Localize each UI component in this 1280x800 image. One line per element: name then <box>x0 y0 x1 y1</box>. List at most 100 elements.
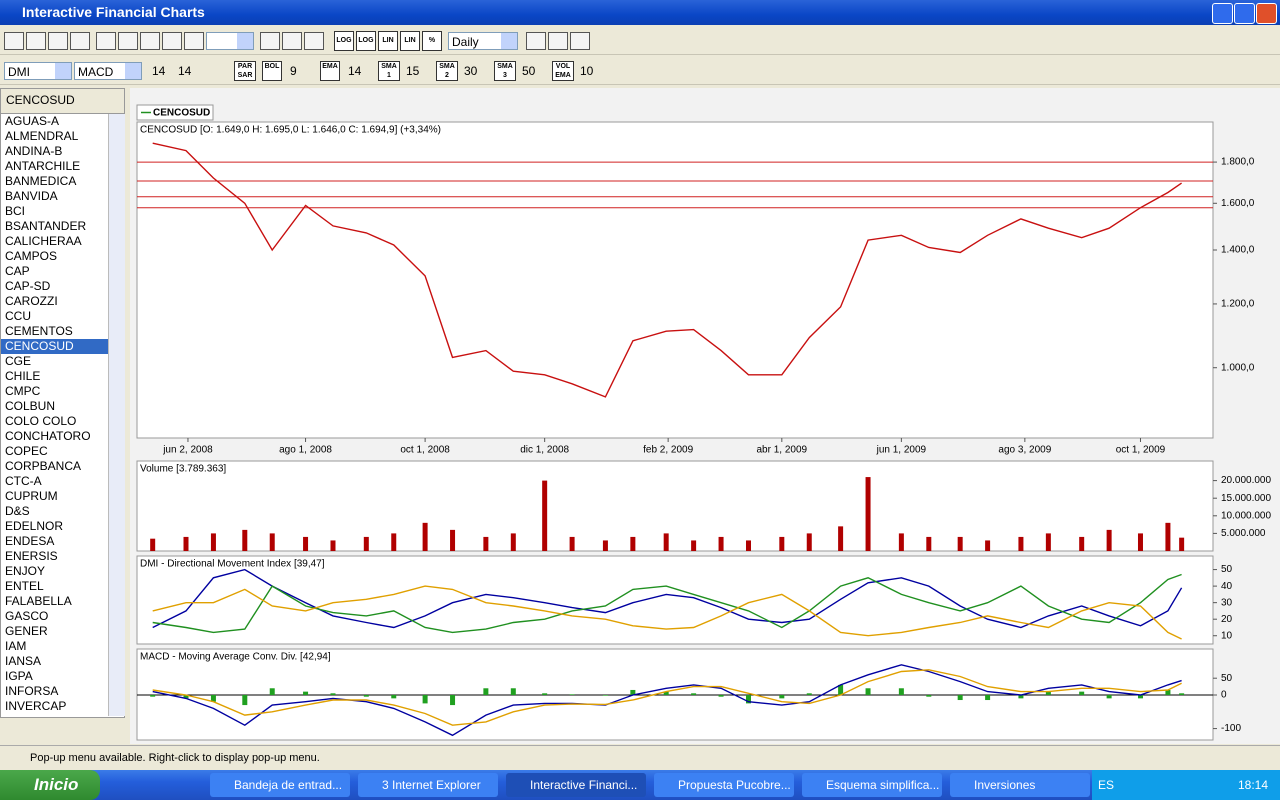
scale-button[interactable]: LIN <box>378 31 398 51</box>
symbol-item[interactable]: CEMENTOS <box>5 324 73 338</box>
tool-icon[interactable] <box>70 32 90 50</box>
symbol-item[interactable]: CCU <box>5 309 31 323</box>
symbol-item[interactable]: COLO COLO <box>5 414 77 428</box>
symbol-item[interactable]: EDELNOR <box>5 519 64 533</box>
symbol-item[interactable]: CMPC <box>5 384 41 398</box>
bar <box>691 540 697 551</box>
task-button[interactable]: Bandeja de entrad... <box>210 773 350 797</box>
bar <box>242 529 248 551</box>
bar <box>926 694 932 697</box>
bar <box>865 688 871 695</box>
start-button[interactable]: Inicio <box>0 770 100 800</box>
scale-button[interactable]: LOG <box>334 31 354 51</box>
period-select[interactable]: Daily <box>448 32 518 50</box>
symbol-item[interactable]: ENJOY <box>5 564 46 578</box>
average-button[interactable]: SMA 3 <box>494 61 516 81</box>
scrollbar[interactable] <box>108 114 125 716</box>
symbol-item[interactable]: CAROZZI <box>5 294 58 308</box>
symbol-item[interactable]: CENCOSUD <box>1 339 108 354</box>
x-tick-label: abr 1, 2009 <box>757 445 808 456</box>
average-button[interactable]: VOL EMA <box>552 61 574 81</box>
symbol-item[interactable]: INFORSA <box>5 684 59 698</box>
indicator-select[interactable]: MACD <box>74 62 142 80</box>
average-button[interactable]: EMA <box>320 61 340 81</box>
task-button[interactable]: Inversiones <box>950 773 1090 797</box>
symbol-item[interactable]: ANTARCHILE <box>5 159 81 173</box>
indicator-select[interactable]: DMI <box>4 62 72 80</box>
task-button[interactable]: Esquema simplifica... <box>802 773 942 797</box>
symbol-header: CENCOSUD <box>1 89 124 114</box>
series-line <box>152 568 1183 629</box>
symbol-item[interactable]: COPEC <box>5 444 48 458</box>
minimize-button[interactable] <box>1212 3 1233 24</box>
symbol-item[interactable]: ANDINA-B <box>5 144 63 158</box>
tool-icon[interactable] <box>140 32 160 50</box>
symbol-item[interactable]: BANVIDA <box>5 189 58 203</box>
symbol-item[interactable]: CHILE <box>5 369 41 383</box>
tool-icon[interactable] <box>4 32 24 50</box>
status-bar: Pop-up menu available. Right-click to di… <box>0 745 1280 771</box>
tool-icon[interactable] <box>118 32 138 50</box>
bar <box>1106 694 1112 699</box>
symbol-item[interactable]: BCI <box>5 204 26 218</box>
symbol-item[interactable]: ENTEL <box>5 579 44 593</box>
scale-button[interactable]: % <box>422 31 442 51</box>
bar <box>926 536 932 551</box>
symbol-item[interactable]: CGE <box>5 354 32 368</box>
symbol-item[interactable]: ENDESA <box>5 534 55 548</box>
tool-icon[interactable] <box>162 32 182 50</box>
symbol-item[interactable]: CAP <box>5 264 30 278</box>
symbol-item[interactable]: CALICHERAA <box>5 234 82 248</box>
zoom-select[interactable] <box>206 32 254 50</box>
symbol-item[interactable]: CAMPOS <box>5 249 58 263</box>
symbol-item[interactable]: IAM <box>5 639 27 653</box>
task-button[interactable]: Interactive Financi... <box>506 773 646 797</box>
symbol-item[interactable]: INVERCAP <box>5 699 67 713</box>
task-button[interactable]: 3 Internet Explorer <box>358 773 498 797</box>
average-button[interactable]: SMA 1 <box>378 61 400 81</box>
symbol-item[interactable]: IANSA <box>5 654 42 668</box>
tool-icon[interactable] <box>526 32 546 50</box>
symbol-item[interactable]: CTC-A <box>5 474 42 488</box>
symbol-item[interactable]: ALMENDRAL <box>5 129 79 143</box>
symbol-item[interactable]: FALABELLA <box>5 594 72 608</box>
y-tick-label: 20.000.000 <box>1221 475 1271 486</box>
symbol-item[interactable]: ENERSIS <box>5 549 58 563</box>
average-param: 14 <box>348 64 362 78</box>
close-button[interactable] <box>1256 3 1277 24</box>
symbol-item[interactable]: AGUAS-A <box>5 114 60 128</box>
symbol-item[interactable]: GENER <box>5 624 48 638</box>
scale-button[interactable]: LIN <box>400 31 420 51</box>
symbol-item[interactable]: CONCHATORO <box>5 429 91 443</box>
symbol-item[interactable]: BSANTANDER <box>5 219 87 233</box>
symbol-item[interactable]: COLBUN <box>5 399 56 413</box>
scale-button[interactable]: LOG <box>356 31 376 51</box>
tool-icon[interactable] <box>26 32 46 50</box>
symbol-item[interactable]: CUPRUM <box>5 489 58 503</box>
average-param: 50 <box>522 64 536 78</box>
task-button[interactable]: Propuesta Pucobre... <box>654 773 794 797</box>
symbol-item[interactable]: CORPBANCA <box>5 459 82 473</box>
symbol-item[interactable]: GASCO <box>5 609 49 623</box>
tool-icon[interactable] <box>304 32 324 50</box>
average-button[interactable]: SMA 2 <box>436 61 458 81</box>
symbol-item[interactable]: BANMEDICA <box>5 174 77 188</box>
bar <box>957 536 963 551</box>
tool-icon[interactable] <box>282 32 302 50</box>
symbol-item[interactable]: CAP-SD <box>5 279 51 293</box>
tool-icon[interactable] <box>48 32 68 50</box>
bar <box>1165 522 1171 551</box>
tool-icon[interactable] <box>96 32 116 50</box>
maximize-button[interactable] <box>1234 3 1255 24</box>
bar <box>1137 533 1143 551</box>
tool-icon[interactable] <box>184 32 204 50</box>
tool-icon[interactable] <box>570 32 590 50</box>
symbol-item[interactable]: D&S <box>5 504 30 518</box>
average-param: 10 <box>580 64 594 78</box>
tool-icon[interactable] <box>548 32 568 50</box>
average-button[interactable]: BOL <box>262 61 282 81</box>
average-button[interactable]: PAR SAR <box>234 61 256 81</box>
language[interactable]: ES <box>1098 778 1115 792</box>
tool-icon[interactable] <box>260 32 280 50</box>
symbol-item[interactable]: IGPA <box>5 669 33 683</box>
